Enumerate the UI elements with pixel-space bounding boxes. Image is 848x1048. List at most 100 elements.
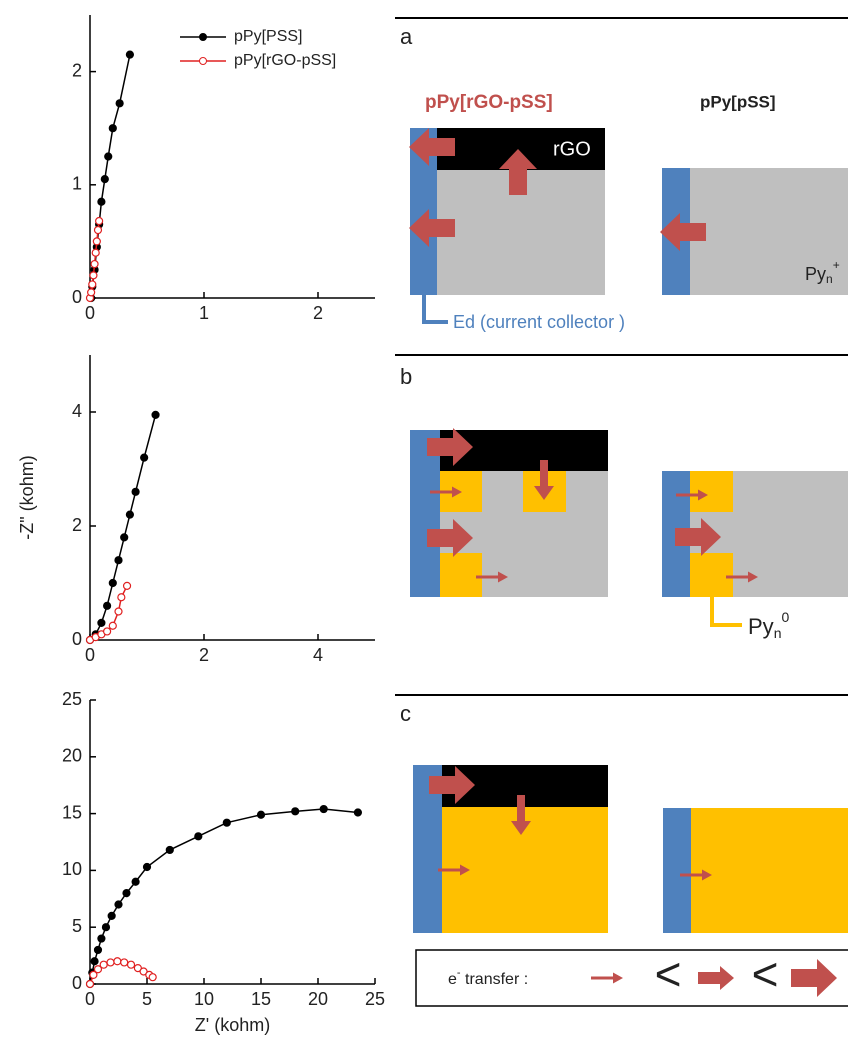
legend-marker bbox=[200, 58, 207, 65]
data-point bbox=[195, 833, 202, 840]
legend-symbol: < bbox=[752, 948, 779, 1000]
data-point bbox=[132, 488, 139, 495]
data-point bbox=[94, 227, 101, 234]
data-point bbox=[104, 602, 111, 609]
figure: a pPy[rGO-pSS] pPy[pSS] rGO Pyn+ Ed (cur… bbox=[0, 0, 848, 1048]
y-tick-label: 5 bbox=[72, 916, 82, 936]
x-tick-label: 10 bbox=[194, 989, 214, 1009]
y-tick-label: 1 bbox=[72, 174, 82, 194]
reduced-region bbox=[690, 471, 733, 512]
connector bbox=[424, 295, 448, 322]
label-sup: 0 bbox=[781, 609, 789, 625]
data-point bbox=[87, 981, 94, 988]
panel-letter: c bbox=[400, 701, 411, 726]
data-point bbox=[121, 534, 128, 541]
data-point bbox=[144, 863, 151, 870]
data-point bbox=[118, 594, 125, 601]
rgo-label: rGO bbox=[553, 138, 591, 160]
data-point bbox=[93, 238, 100, 245]
x-tick-label: 0 bbox=[85, 645, 95, 665]
data-point bbox=[102, 924, 109, 931]
y-tick-label: 20 bbox=[62, 746, 82, 766]
y-tick-label: 4 bbox=[72, 401, 82, 421]
left-title: pPy[rGO-pSS] bbox=[425, 92, 553, 113]
data-point bbox=[92, 249, 99, 256]
data-point bbox=[115, 557, 122, 564]
label-sup: + bbox=[833, 258, 840, 272]
label-part: transfer : bbox=[461, 971, 529, 988]
data-point bbox=[124, 582, 131, 589]
y-tick-label: 15 bbox=[62, 802, 82, 822]
reduced-region bbox=[690, 553, 733, 597]
legend-marker bbox=[200, 34, 207, 41]
data-point bbox=[114, 958, 121, 965]
y-tick-label: 0 bbox=[72, 973, 82, 993]
data-point bbox=[141, 454, 148, 461]
y-axis-label: -Z" (kohm) bbox=[17, 455, 37, 539]
x-tick-label: 2 bbox=[313, 303, 323, 323]
y-tick-label: 2 bbox=[72, 515, 82, 535]
data-point bbox=[320, 806, 327, 813]
x-tick-label: 2 bbox=[199, 645, 209, 665]
label-sub: n bbox=[774, 625, 782, 641]
label-part: e bbox=[448, 971, 457, 988]
data-point bbox=[89, 281, 96, 288]
data-point bbox=[292, 808, 299, 815]
x-tick-label: 20 bbox=[308, 989, 328, 1009]
series-line bbox=[90, 415, 156, 640]
legend-label: pPy[PSS] bbox=[234, 28, 302, 45]
data-point bbox=[108, 912, 115, 919]
data-point bbox=[88, 289, 95, 296]
data-point bbox=[91, 261, 98, 268]
x-tick-label: 15 bbox=[251, 989, 271, 1009]
x-tick-label: 1 bbox=[199, 303, 209, 323]
data-point bbox=[98, 619, 105, 626]
x-axis-label: Z' (kohm) bbox=[195, 1015, 270, 1035]
data-point bbox=[109, 125, 116, 132]
x-tick-label: 25 bbox=[365, 989, 385, 1009]
data-point bbox=[152, 411, 159, 418]
data-point bbox=[121, 959, 128, 966]
data-point bbox=[115, 608, 122, 615]
data-point bbox=[100, 961, 107, 968]
data-point bbox=[258, 811, 265, 818]
data-point bbox=[90, 272, 97, 279]
data-point bbox=[123, 890, 130, 897]
right-title: pPy[pSS] bbox=[700, 92, 776, 111]
reduced-polymer bbox=[691, 808, 848, 933]
data-point bbox=[96, 218, 103, 225]
x-tick-label: 0 bbox=[85, 989, 95, 1009]
data-point bbox=[115, 901, 122, 908]
data-point bbox=[101, 176, 108, 183]
data-point bbox=[116, 100, 123, 107]
data-point bbox=[104, 628, 111, 635]
data-point bbox=[166, 846, 173, 853]
panel-letter: a bbox=[400, 24, 413, 49]
data-point bbox=[107, 959, 114, 966]
label-sub: n bbox=[826, 272, 833, 286]
y-tick-label: 0 bbox=[72, 287, 82, 307]
data-point bbox=[98, 198, 105, 205]
electrode bbox=[663, 808, 691, 933]
label-part: Py bbox=[805, 264, 826, 284]
y-tick-label: 0 bbox=[72, 629, 82, 649]
data-point bbox=[126, 51, 133, 58]
data-point bbox=[105, 153, 112, 160]
legend-symbol: < bbox=[655, 948, 682, 1000]
data-point bbox=[109, 580, 116, 587]
series-line bbox=[90, 809, 358, 984]
data-point bbox=[149, 974, 156, 981]
connector bbox=[712, 597, 742, 625]
data-point bbox=[109, 622, 116, 629]
x-tick-label: 5 bbox=[142, 989, 152, 1009]
data-point bbox=[128, 961, 135, 968]
x-tick-label: 4 bbox=[313, 645, 323, 665]
x-tick-label: 0 bbox=[85, 303, 95, 323]
data-point bbox=[98, 935, 105, 942]
y-tick-label: 2 bbox=[72, 60, 82, 80]
y-tick-label: 10 bbox=[62, 859, 82, 879]
data-point bbox=[126, 511, 133, 518]
reduced-region bbox=[440, 553, 482, 597]
data-point bbox=[94, 946, 101, 953]
data-point bbox=[354, 809, 361, 816]
